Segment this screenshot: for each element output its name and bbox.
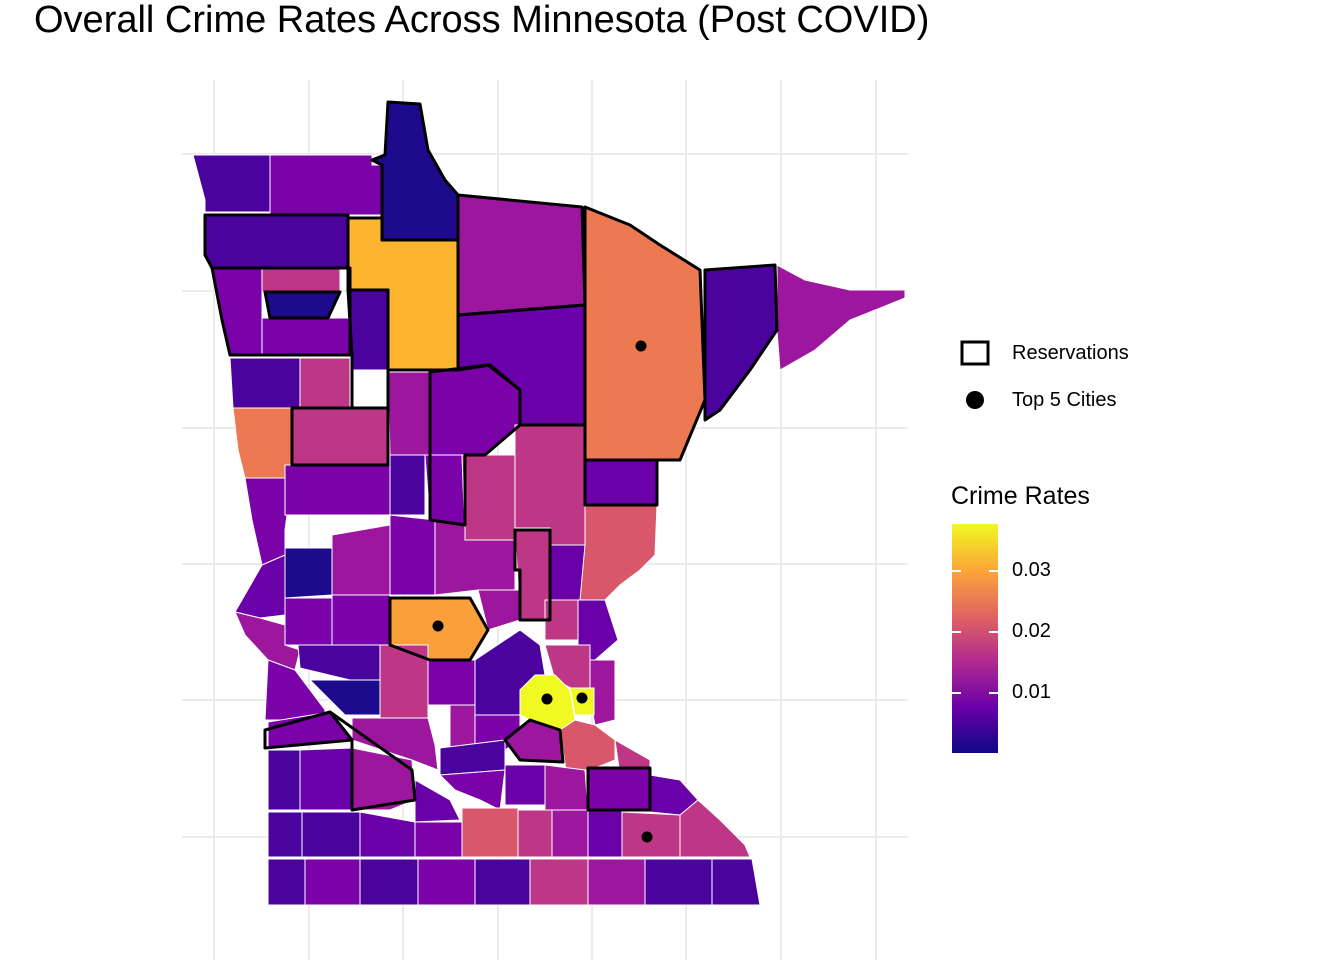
- county: [584, 459, 658, 506]
- county: [387, 371, 431, 456]
- reservation-outline: [428, 363, 522, 527]
- county: [449, 704, 476, 751]
- reservation-outline: [328, 710, 417, 812]
- reservations: [203, 100, 779, 812]
- county: [711, 858, 761, 906]
- county: [517, 809, 553, 858]
- county: [587, 809, 623, 858]
- county: [587, 858, 646, 906]
- reservation-outline: [583, 458, 659, 507]
- county: [232, 407, 293, 479]
- county: [644, 858, 713, 906]
- county: [284, 464, 391, 516]
- county: [234, 554, 286, 619]
- top-cities: [432, 340, 653, 843]
- county: [389, 514, 436, 596]
- county: [347, 289, 389, 371]
- reservation-outline: [503, 718, 565, 764]
- reservation-outline: [290, 406, 390, 467]
- county: [579, 504, 658, 601]
- county: [331, 524, 391, 596]
- county: [587, 767, 651, 811]
- colorbar-tick-label: 0.03: [1012, 559, 1051, 581]
- legend-reservations-label: Reservations: [1012, 342, 1129, 364]
- reservation-legend-key: [960, 340, 990, 366]
- legend-symbols: [960, 340, 990, 409]
- county: [544, 764, 589, 811]
- county: [679, 799, 751, 858]
- county: [414, 821, 463, 858]
- county: [389, 454, 426, 516]
- legend-cities-label: Top 5 Cities: [1012, 389, 1117, 411]
- county: [438, 769, 506, 811]
- county: [267, 811, 303, 858]
- county: [291, 407, 389, 466]
- county: [229, 357, 301, 409]
- colorbar-tick-label: 0.02: [1012, 620, 1051, 642]
- county: [549, 544, 586, 601]
- reservation-outline: [586, 766, 652, 812]
- county: [417, 858, 476, 906]
- reservation-outline: [513, 528, 552, 622]
- city-point: [635, 340, 647, 352]
- county: [331, 594, 391, 646]
- county: [261, 317, 351, 356]
- city-legend-key: [966, 391, 984, 409]
- county: [529, 858, 589, 906]
- colorbar-tick-label: 0.01: [1012, 681, 1051, 703]
- county: [551, 809, 589, 858]
- county: [474, 858, 531, 906]
- county: [284, 597, 333, 646]
- county: [284, 547, 333, 599]
- county: [776, 264, 906, 371]
- county: [559, 719, 616, 771]
- county: [704, 264, 778, 421]
- county: [461, 454, 516, 541]
- reservation-outline: [210, 266, 352, 357]
- colorbar-title: Crime Rates: [951, 482, 1090, 510]
- county: [427, 659, 476, 706]
- county: [461, 807, 519, 858]
- county: [301, 811, 361, 858]
- county: [414, 779, 461, 823]
- county: [299, 747, 353, 811]
- county: [297, 644, 381, 681]
- chart-title: Overall Crime Rates Across Minnesota (Po…: [34, 0, 930, 41]
- county: [299, 357, 351, 409]
- county: [267, 858, 306, 906]
- city-point: [641, 831, 653, 843]
- reservation-outline: [703, 263, 779, 422]
- reservation-outline: [263, 290, 342, 320]
- county: [514, 424, 586, 546]
- county: [267, 749, 301, 811]
- county: [370, 101, 459, 241]
- colorbar: [952, 524, 998, 753]
- reservation-outline: [388, 596, 490, 662]
- county: [192, 154, 271, 213]
- county: [504, 764, 546, 806]
- county: [359, 811, 416, 858]
- county: [269, 154, 383, 216]
- city-point: [541, 693, 553, 705]
- counties: [192, 101, 906, 906]
- city-point: [432, 620, 444, 632]
- county: [359, 858, 419, 906]
- colorbar-ticks: [952, 570, 998, 694]
- county: [204, 214, 349, 269]
- city-point: [576, 692, 588, 704]
- county: [457, 194, 586, 316]
- county: [261, 267, 341, 293]
- county: [304, 858, 361, 906]
